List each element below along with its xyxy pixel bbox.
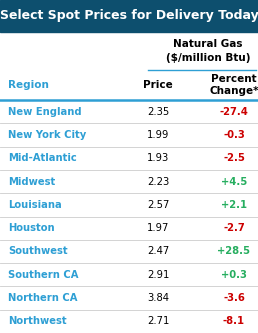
Text: +4.5: +4.5: [221, 176, 247, 186]
Text: -27.4: -27.4: [220, 107, 248, 117]
Text: 2.23: 2.23: [147, 176, 169, 186]
Text: Northwest: Northwest: [8, 316, 67, 326]
Text: Southwest: Southwest: [8, 246, 68, 256]
Text: 1.93: 1.93: [147, 153, 169, 163]
Text: Louisiana: Louisiana: [8, 200, 62, 210]
Text: -0.3: -0.3: [223, 130, 245, 140]
Text: 2.71: 2.71: [147, 316, 169, 326]
Text: 2.57: 2.57: [147, 200, 169, 210]
Text: Select Spot Prices for Delivery Today: Select Spot Prices for Delivery Today: [0, 10, 258, 23]
Text: Percent
Change*: Percent Change*: [209, 74, 258, 96]
Text: -3.6: -3.6: [223, 293, 245, 303]
Text: Natural Gas
($/million Btu): Natural Gas ($/million Btu): [166, 39, 250, 63]
Text: Price: Price: [143, 80, 173, 90]
Text: -2.7: -2.7: [223, 223, 245, 233]
Text: Northern CA: Northern CA: [8, 293, 77, 303]
Text: Region: Region: [8, 80, 49, 90]
Text: +2.1: +2.1: [221, 200, 247, 210]
Text: Midwest: Midwest: [8, 176, 55, 186]
Text: 2.91: 2.91: [147, 270, 169, 280]
Bar: [0, 0, 258, 32]
Text: 3.84: 3.84: [147, 293, 169, 303]
Text: New England: New England: [8, 107, 82, 117]
Text: 1.97: 1.97: [147, 223, 169, 233]
Text: 1.99: 1.99: [147, 130, 169, 140]
Text: Houston: Houston: [8, 223, 55, 233]
Text: -8.1: -8.1: [223, 316, 245, 326]
Text: 2.47: 2.47: [147, 246, 169, 256]
Text: New York City: New York City: [8, 130, 86, 140]
Text: Mid-Atlantic: Mid-Atlantic: [8, 153, 77, 163]
Text: Southern CA: Southern CA: [8, 270, 78, 280]
Text: -2.5: -2.5: [223, 153, 245, 163]
Text: +0.3: +0.3: [221, 270, 247, 280]
Text: 2.35: 2.35: [147, 107, 169, 117]
Text: +28.5: +28.5: [217, 246, 251, 256]
